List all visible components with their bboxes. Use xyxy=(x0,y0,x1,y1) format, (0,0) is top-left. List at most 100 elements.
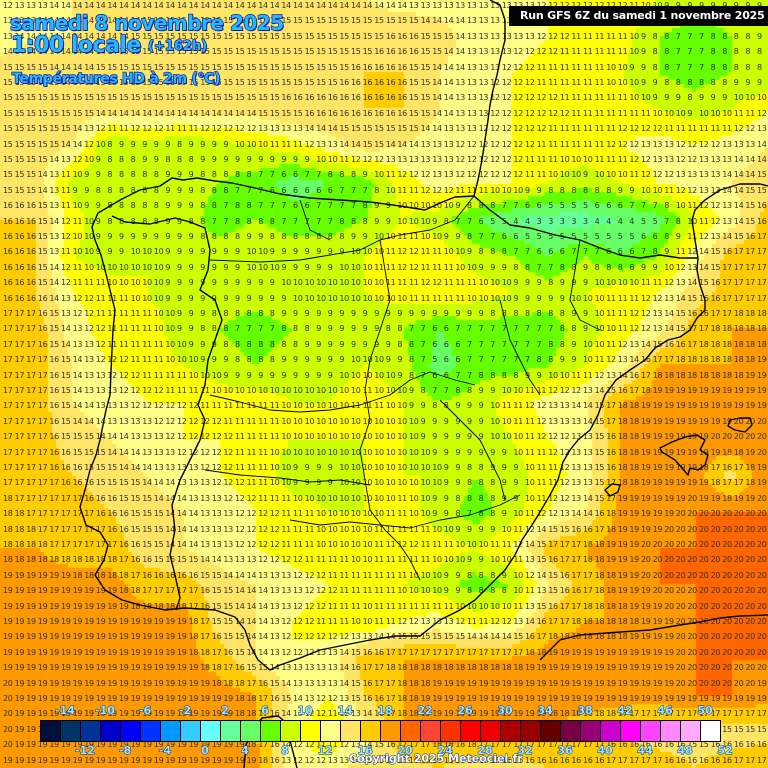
temperature-value: 18 xyxy=(594,586,605,596)
temperature-value: 15 xyxy=(14,155,25,164)
temperature-value: 6 xyxy=(617,201,623,211)
temperature-value: 10 xyxy=(200,370,210,380)
temperature-value: 16 xyxy=(513,755,523,765)
temperature-value: 10 xyxy=(490,278,500,288)
temperature-value: 14 xyxy=(165,493,175,503)
temperature-value: 19 xyxy=(757,463,767,472)
temperature-value: 19 xyxy=(72,586,83,596)
temperature-value: 11 xyxy=(153,339,164,349)
temperature-value: 13 xyxy=(699,185,709,195)
colorbar-tick-label: -12 xyxy=(75,744,96,758)
temperature-value: 14 xyxy=(258,617,268,626)
temperature-value: 14 xyxy=(72,47,83,57)
temperature-value: 11 xyxy=(130,355,141,365)
temperature-value: 12 xyxy=(327,586,338,596)
temperature-value: 13 xyxy=(49,232,59,241)
temperature-value: 15 xyxy=(559,524,570,534)
temperature-value: 8 xyxy=(757,62,762,72)
temperature-value: 14 xyxy=(61,324,71,334)
temperature-value: 14 xyxy=(177,524,187,534)
temperature-value: 15 xyxy=(223,47,233,57)
temperature-value: 17 xyxy=(165,586,175,596)
temperature-value: 11 xyxy=(536,478,547,488)
temperature-value: 12 xyxy=(165,432,175,442)
temperature-value: 16 xyxy=(26,232,36,241)
temperature-value: 10 xyxy=(374,493,384,503)
temperature-value: 10 xyxy=(235,139,245,149)
temperature-value: 12 xyxy=(130,370,141,380)
temperature-value: 9 xyxy=(188,139,194,149)
temperature-value: 11 xyxy=(188,386,199,395)
temperature-value: 19 xyxy=(664,694,674,703)
temperature-value: 12 xyxy=(652,124,663,134)
temperature-value: 18 xyxy=(119,586,129,596)
temperature-value: 9 xyxy=(467,447,472,457)
temperature-value: 14 xyxy=(72,401,83,411)
temperature-value: 10 xyxy=(675,201,686,211)
temperature-value: 11 xyxy=(235,416,245,426)
temperature-value: 9 xyxy=(200,247,205,257)
temperature-value: 10 xyxy=(281,432,291,442)
temperature-value: 14 xyxy=(72,386,83,395)
temperature-value: 9 xyxy=(211,262,217,272)
temperature-value: 9 xyxy=(455,524,461,534)
temperature-value: 9 xyxy=(327,463,333,472)
temperature-value: 18 xyxy=(490,663,500,673)
temperature-value: 14 xyxy=(339,678,349,688)
temperature-value: 14 xyxy=(223,1,233,10)
temperature-value: 19 xyxy=(443,694,454,703)
temperature-value: 10 xyxy=(594,339,605,349)
temperature-value: 9 xyxy=(200,293,205,303)
temperature-value: 20 xyxy=(675,678,686,688)
temperature-value: 11 xyxy=(327,740,338,750)
temperature-value: 13 xyxy=(687,170,697,180)
temperature-value: 9 xyxy=(304,247,310,257)
temperature-value: 10 xyxy=(374,355,384,365)
temperature-value: 16 xyxy=(687,309,697,318)
temperature-value: 19 xyxy=(733,386,744,395)
temperature-value: 5 xyxy=(583,201,588,211)
temperature-value: 15 xyxy=(420,93,431,103)
temperature-value: 18 xyxy=(397,663,407,673)
temperature-value: 17 xyxy=(583,570,593,580)
temperature-value: 15 xyxy=(281,16,291,26)
temperature-value: 15 xyxy=(37,62,48,72)
temperature-value: 9 xyxy=(443,447,449,457)
temperature-value: 17 xyxy=(559,540,570,549)
temperature-value: 12 xyxy=(235,124,245,134)
temperature-value: 8 xyxy=(107,139,113,149)
temperature-value: 15 xyxy=(200,93,210,103)
temperature-value: 7 xyxy=(501,201,507,211)
temperature-value: 19 xyxy=(177,678,187,688)
temperature-value: 10 xyxy=(351,540,361,549)
temperature-value: 14 xyxy=(722,232,732,241)
temperature-value: 17 xyxy=(362,663,373,673)
temperature-value: 20 xyxy=(733,601,744,611)
temperature-value: 9 xyxy=(374,216,379,226)
temperature-value: 9 xyxy=(223,355,229,365)
temperature-value: 20 xyxy=(687,601,697,611)
temperature-value: 10 xyxy=(351,617,361,626)
temperature-value: 9 xyxy=(95,155,101,164)
temperature-value: 10 xyxy=(258,139,268,149)
temperature-value: 16 xyxy=(3,278,13,288)
temperature-value: 20 xyxy=(722,540,732,549)
temperature-value: 10 xyxy=(327,293,338,303)
temperature-value: 9 xyxy=(536,370,542,380)
temperature-value: 18 xyxy=(617,401,628,411)
temperature-value: 16 xyxy=(362,93,373,103)
temperature-value: 14 xyxy=(385,1,396,10)
temperature-value: 19 xyxy=(652,632,663,642)
temperature-value: 8 xyxy=(107,201,113,211)
temperature-value: 15 xyxy=(351,647,361,657)
temperature-value: 10 xyxy=(327,432,338,442)
temperature-value: 11 xyxy=(177,370,187,380)
temperature-value: 10 xyxy=(385,232,396,241)
temperature-value: 12 xyxy=(525,108,535,118)
temperature-value: 6 xyxy=(525,201,530,211)
temperature-value: 9 xyxy=(501,570,507,580)
temperature-value: 19 xyxy=(687,401,697,411)
temperature-value: 7 xyxy=(467,216,472,226)
temperature-value: 11 xyxy=(432,540,442,549)
temperature-value: 18 xyxy=(583,601,593,611)
